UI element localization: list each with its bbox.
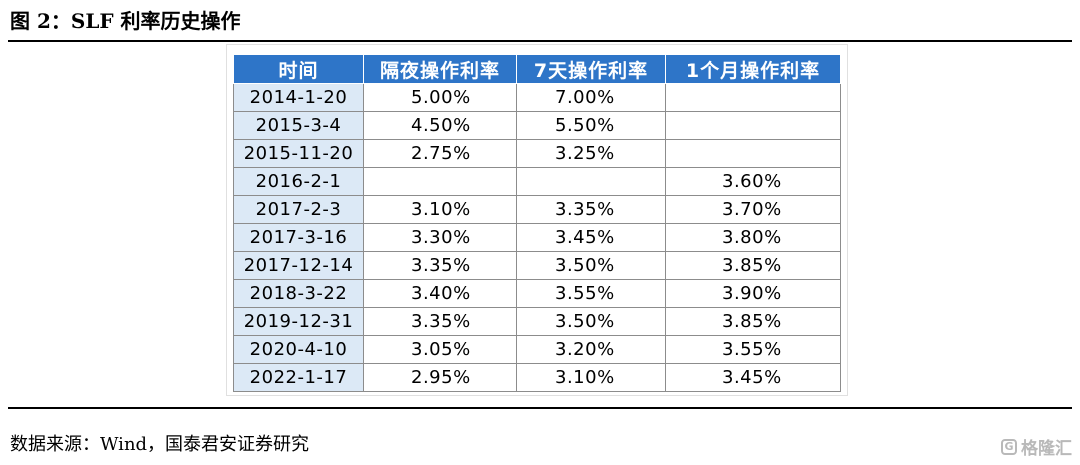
overnight-rate-cell: 5.00% xyxy=(363,83,517,112)
date-cell: 2018-3-22 xyxy=(233,279,364,308)
1month-rate-cell: 3.70% xyxy=(665,195,841,224)
1month-rate-cell: 3.55% xyxy=(665,335,841,364)
7day-rate-cell: 3.20% xyxy=(516,335,666,364)
7day-rate-cell: 3.25% xyxy=(516,139,666,168)
7day-rate-cell: 7.00% xyxy=(516,83,666,112)
7day-rate-cell: 3.45% xyxy=(516,223,666,252)
date-cell: 2020-4-10 xyxy=(233,335,364,364)
1month-rate-cell: 3.85% xyxy=(665,307,841,336)
table-frame xyxy=(226,44,848,396)
overnight-rate-cell: 3.40% xyxy=(363,279,517,308)
overnight-rate-cell: 3.30% xyxy=(363,223,517,252)
table-row: 2015-11-20 2.75% 3.25% xyxy=(233,139,841,168)
page-title: 图 2：SLF 利率历史操作 xyxy=(10,9,241,33)
1month-rate-cell: 3.45% xyxy=(665,363,841,392)
overnight-rate-cell: 3.10% xyxy=(363,195,517,224)
date-cell: 2014-1-20 xyxy=(233,83,364,112)
table-row: 2017-12-14 3.35% 3.50% 3.85% xyxy=(233,251,841,280)
1month-rate-cell xyxy=(665,139,841,168)
header-7day-rate: 7天操作利率 xyxy=(516,54,666,84)
table-header-row: 时间 隔夜操作利率 7天操作利率 1个月操作利率 xyxy=(233,54,841,84)
slf-rate-table: 时间 隔夜操作利率 7天操作利率 1个月操作利率 2014-1-20 5.00%… xyxy=(233,54,841,392)
overnight-rate-cell xyxy=(363,167,517,196)
overnight-rate-cell: 2.95% xyxy=(363,363,517,392)
table-row: 2018-3-22 3.40% 3.55% 3.90% xyxy=(233,279,841,308)
overnight-rate-cell: 2.75% xyxy=(363,139,517,168)
date-cell: 2019-12-31 xyxy=(233,307,364,336)
7day-rate-cell xyxy=(516,167,666,196)
date-cell: 2017-3-16 xyxy=(233,223,364,252)
overnight-rate-cell: 3.35% xyxy=(363,251,517,280)
bottom-rule xyxy=(8,407,1072,409)
1month-rate-cell: 3.80% xyxy=(665,223,841,252)
1month-rate-cell xyxy=(665,111,841,140)
table-row: 2020-4-10 3.05% 3.20% 3.55% xyxy=(233,335,841,364)
table-row: 2017-3-16 3.30% 3.45% 3.80% xyxy=(233,223,841,252)
1month-rate-cell xyxy=(665,83,841,112)
7day-rate-cell: 3.50% xyxy=(516,251,666,280)
date-cell: 2017-12-14 xyxy=(233,251,364,280)
table-row: 2022-1-17 2.95% 3.10% 3.45% xyxy=(233,363,841,392)
1month-rate-cell: 3.60% xyxy=(665,167,841,196)
date-cell: 2015-3-4 xyxy=(233,111,364,140)
7day-rate-cell: 5.50% xyxy=(516,111,666,140)
table-row: 2016-2-1 3.60% xyxy=(233,167,841,196)
table-row: 2015-3-4 4.50% 5.50% xyxy=(233,111,841,140)
7day-rate-cell: 3.35% xyxy=(516,195,666,224)
table-row: 2017-2-3 3.10% 3.35% 3.70% xyxy=(233,195,841,224)
header-overnight-rate: 隔夜操作利率 xyxy=(363,54,517,84)
date-cell: 2017-2-3 xyxy=(233,195,364,224)
watermark-text: 格隆汇 xyxy=(1021,439,1072,459)
table-row: 2014-1-20 5.00% 7.00% xyxy=(233,83,841,112)
1month-rate-cell: 3.85% xyxy=(665,251,841,280)
7day-rate-cell: 3.50% xyxy=(516,307,666,336)
header-1month-rate: 1个月操作利率 xyxy=(665,54,841,84)
header-date: 时间 xyxy=(233,54,364,84)
overnight-rate-cell: 3.05% xyxy=(363,335,517,364)
top-rule xyxy=(8,40,1072,42)
date-cell: 2022-1-17 xyxy=(233,363,364,392)
date-cell: 2016-2-1 xyxy=(233,167,364,196)
source-note: 数据来源：Wind，国泰君安证券研究 xyxy=(10,434,310,455)
overnight-rate-cell: 4.50% xyxy=(363,111,517,140)
1month-rate-cell: 3.90% xyxy=(665,279,841,308)
table-row: 2019-12-31 3.35% 3.50% 3.85% xyxy=(233,307,841,336)
overnight-rate-cell: 3.35% xyxy=(363,307,517,336)
gelonghui-logo-icon: G xyxy=(1001,438,1017,455)
7day-rate-cell: 3.10% xyxy=(516,363,666,392)
watermark: G 格隆汇 xyxy=(1001,434,1072,459)
7day-rate-cell: 3.55% xyxy=(516,279,666,308)
date-cell: 2015-11-20 xyxy=(233,139,364,168)
